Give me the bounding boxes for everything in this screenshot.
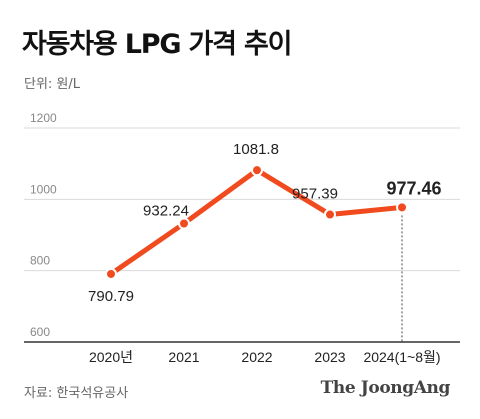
y-tick-label: 800 xyxy=(30,254,50,268)
data-point xyxy=(396,201,408,214)
data-label: 790.79 xyxy=(88,288,134,305)
source-note: 자료: 한국석유공사 xyxy=(24,386,129,401)
x-tick-label: 2024(1~8월) xyxy=(363,349,440,365)
unit-label: 단위: 원/L xyxy=(24,77,81,92)
chart-title: 자동차용 LPG 가격 추이 xyxy=(22,29,292,60)
data-point xyxy=(178,217,190,230)
x-tick-label: 2020년 xyxy=(89,349,133,365)
data-point xyxy=(105,267,117,280)
publisher-logo: The JoongAng xyxy=(320,378,451,398)
data-label: 957.39 xyxy=(292,186,338,203)
y-tick-label: 1200 xyxy=(30,111,57,125)
data-label: 1081.8 xyxy=(233,141,279,158)
x-tick-label: 2021 xyxy=(168,349,199,365)
data-label: 932.24 xyxy=(143,203,189,220)
y-tick-label: 1000 xyxy=(30,182,57,196)
x-tick-label: 2022 xyxy=(241,349,272,365)
data-point xyxy=(324,208,336,221)
series-line xyxy=(108,167,405,277)
x-tick-label: 2023 xyxy=(314,349,345,365)
data-label: 977.46 xyxy=(386,178,441,198)
y-tick-label: 600 xyxy=(30,325,50,339)
data-point xyxy=(251,164,263,177)
